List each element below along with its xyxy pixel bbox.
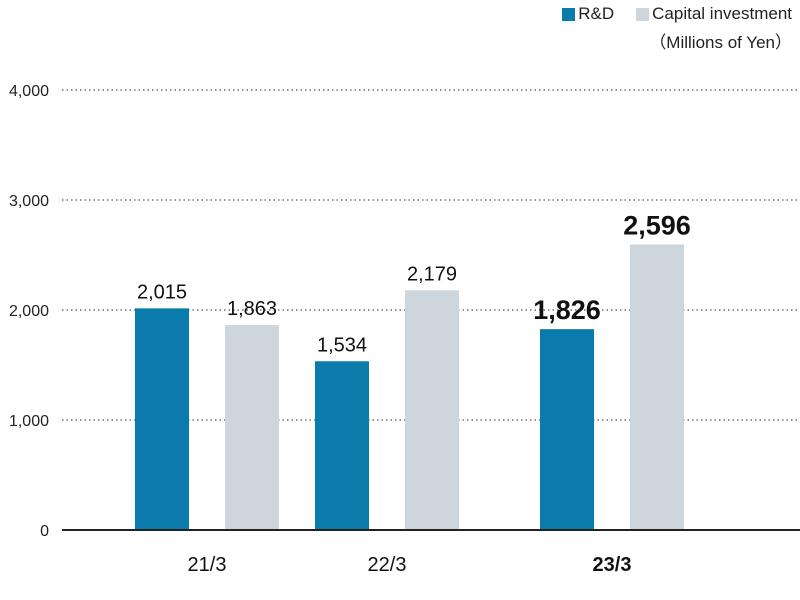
y-tick-label: 4,000 bbox=[9, 83, 49, 100]
unit-label: （Millions of Yen） bbox=[649, 33, 792, 52]
bar-value-label: 2,596 bbox=[623, 210, 691, 240]
bar bbox=[540, 329, 594, 530]
bar-value-label: 1,826 bbox=[533, 295, 601, 325]
bar-value-label: 2,179 bbox=[407, 263, 457, 285]
bar bbox=[630, 244, 684, 530]
legend: R&D Capital investment （Millions of Yen） bbox=[540, 4, 792, 53]
legend-label-capital-investment: Capital investment bbox=[652, 4, 792, 23]
y-tick-label: 0 bbox=[40, 523, 49, 540]
legend-label-rnd: R&D bbox=[578, 4, 615, 23]
y-tick-label: 1,000 bbox=[9, 413, 49, 430]
y-tick-label: 2,000 bbox=[9, 303, 49, 320]
legend-item-rnd: R&D bbox=[562, 4, 614, 24]
legend-swatch-rnd bbox=[562, 7, 576, 21]
bar bbox=[315, 361, 369, 530]
x-tick-label: 22/3 bbox=[368, 554, 407, 576]
bar bbox=[405, 290, 459, 530]
bar-value-label: 2,015 bbox=[137, 281, 187, 303]
bar bbox=[225, 325, 279, 530]
legend-swatch-capital-investment bbox=[636, 7, 650, 21]
y-tick-label: 3,000 bbox=[9, 193, 49, 210]
bar-value-label: 1,863 bbox=[227, 298, 277, 320]
x-tick-label: 23/3 bbox=[593, 554, 632, 576]
legend-item-capital-investment: Capital investment bbox=[636, 4, 792, 24]
legend-row: R&D Capital investment bbox=[540, 4, 792, 24]
x-tick-label: 21/3 bbox=[188, 554, 227, 576]
bar bbox=[135, 308, 189, 530]
bar-value-label: 1,534 bbox=[317, 334, 367, 356]
